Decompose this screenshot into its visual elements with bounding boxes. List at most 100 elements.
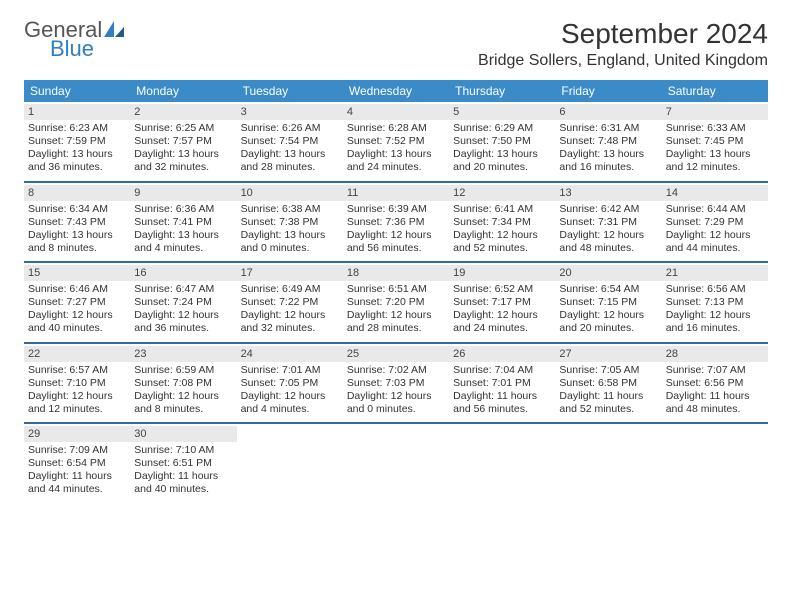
day-number: 16 <box>130 265 236 281</box>
day-sunset: Sunset: 6:51 PM <box>134 457 232 470</box>
day-sunrise: Sunrise: 6:57 AM <box>28 364 126 377</box>
day-sunrise: Sunrise: 6:34 AM <box>28 203 126 216</box>
day-number: 15 <box>24 265 130 281</box>
day-number: 29 <box>24 426 130 442</box>
day-sunset: Sunset: 7:22 PM <box>241 296 339 309</box>
day-sunset: Sunset: 7:57 PM <box>134 135 232 148</box>
day-daylight2: and 52 minutes. <box>559 403 657 416</box>
day-sunrise: Sunrise: 6:46 AM <box>28 283 126 296</box>
day-daylight1: Daylight: 12 hours <box>666 309 764 322</box>
day-daylight1: Daylight: 13 hours <box>453 148 551 161</box>
day-sunrise: Sunrise: 6:36 AM <box>134 203 232 216</box>
day-sunrise: Sunrise: 7:02 AM <box>347 364 445 377</box>
day-number: 20 <box>555 265 661 281</box>
day-daylight2: and 20 minutes. <box>453 161 551 174</box>
day-cell: 14Sunrise: 6:44 AMSunset: 7:29 PMDayligh… <box>662 183 768 262</box>
day-of-week-header: Thursday <box>449 80 555 102</box>
day-number: 25 <box>343 346 449 362</box>
day-daylight2: and 0 minutes. <box>241 242 339 255</box>
day-cell: 9Sunrise: 6:36 AMSunset: 7:41 PMDaylight… <box>130 183 236 262</box>
week-row: 22 Sunrise: 6:57 AMSunset: 7:10 PM Dayligh… <box>24 344 768 425</box>
day-cell: 20Sunrise: 6:54 AMSunset: 7:15 PMDayligh… <box>555 263 661 342</box>
empty-cell <box>662 424 768 503</box>
day-daylight2: and 44 minutes. <box>666 242 764 255</box>
day-number: 23 <box>130 346 236 362</box>
day-daylight1: Daylight: 12 hours <box>241 309 339 322</box>
day-cell: 18Sunrise: 6:51 AMSunset: 7:20 PMDayligh… <box>343 263 449 342</box>
day-number: 17 <box>237 265 343 281</box>
day-sunrise: Sunrise: 6:59 AM <box>134 364 232 377</box>
day-cell: 3Sunrise: 6:26 AMSunset: 7:54 PMDaylight… <box>237 102 343 181</box>
day-sunset: Sunset: 7:13 PM <box>666 296 764 309</box>
day-daylight2: and 36 minutes. <box>28 161 126 174</box>
day-daylight1: Daylight: 12 hours <box>453 309 551 322</box>
day-cell: 15Sunrise: 6:46 AMSunset: 7:27 PMDayligh… <box>24 263 130 342</box>
day-sunrise: Sunrise: 6:56 AM <box>666 283 764 296</box>
day-cell: 25Sunrise: 7:02 AMSunset: 7:03 PMDayligh… <box>343 344 449 423</box>
day-sunset: Sunset: 7:34 PM <box>453 216 551 229</box>
day-sunset: Sunset: 6:56 PM <box>666 377 764 390</box>
day-cell: 12Sunrise: 6:41 AMSunset: 7:34 PMDayligh… <box>449 183 555 262</box>
day-number: 4 <box>343 104 449 120</box>
day-cell: 21Sunrise: 6:56 AMSunset: 7:13 PMDayligh… <box>662 263 768 342</box>
day-cell: 22Sunrise: 6:57 AMSunset: 7:10 PMDayligh… <box>24 344 130 423</box>
day-daylight1: Daylight: 12 hours <box>134 309 232 322</box>
day-daylight2: and 24 minutes. <box>347 161 445 174</box>
day-daylight1: Daylight: 12 hours <box>559 229 657 242</box>
day-cell: 28Sunrise: 7:07 AMSunset: 6:56 PMDayligh… <box>662 344 768 423</box>
day-daylight2: and 56 minutes. <box>453 403 551 416</box>
logo-text: General Blue <box>24 18 124 60</box>
day-sunrise: Sunrise: 7:10 AM <box>134 444 232 457</box>
day-daylight1: Daylight: 11 hours <box>559 390 657 403</box>
day-of-week-header: Saturday <box>662 80 768 102</box>
header: General Blue September 2024 Bridge Solle… <box>24 18 768 70</box>
day-sunrise: Sunrise: 6:41 AM <box>453 203 551 216</box>
day-daylight2: and 32 minutes. <box>134 161 232 174</box>
empty-cell <box>343 424 449 503</box>
day-daylight2: and 48 minutes. <box>559 242 657 255</box>
day-sunset: Sunset: 7:59 PM <box>28 135 126 148</box>
day-number: 6 <box>555 104 661 120</box>
day-cell: 26Sunrise: 7:04 AMSunset: 7:01 PMDayligh… <box>449 344 555 423</box>
day-sunrise: Sunrise: 6:25 AM <box>134 122 232 135</box>
day-daylight2: and 4 minutes. <box>241 403 339 416</box>
day-sunrise: Sunrise: 7:07 AM <box>666 364 764 377</box>
day-cell: 7Sunrise: 6:33 AMSunset: 7:45 PMDaylight… <box>662 102 768 181</box>
day-daylight1: Daylight: 12 hours <box>347 309 445 322</box>
day-number: 22 <box>24 346 130 362</box>
day-sunrise: Sunrise: 6:44 AM <box>666 203 764 216</box>
day-number: 27 <box>555 346 661 362</box>
day-number: 30 <box>130 426 236 442</box>
day-daylight2: and 40 minutes. <box>134 483 232 496</box>
day-cell: 8Sunrise: 6:34 AMSunset: 7:43 PMDaylight… <box>24 183 130 262</box>
day-daylight2: and 40 minutes. <box>28 322 126 335</box>
day-sunrise: Sunrise: 6:54 AM <box>559 283 657 296</box>
day-daylight1: Daylight: 13 hours <box>559 148 657 161</box>
day-daylight2: and 48 minutes. <box>666 403 764 416</box>
day-daylight2: and 4 minutes. <box>134 242 232 255</box>
day-sunrise: Sunrise: 6:33 AM <box>666 122 764 135</box>
day-cell: 30Sunrise: 7:10 AMSunset: 6:51 PMDayligh… <box>130 424 236 503</box>
day-sunset: Sunset: 7:17 PM <box>453 296 551 309</box>
day-cell: 1Sunrise: 6:23 AMSunset: 7:59 PMDaylight… <box>24 102 130 181</box>
day-sunset: Sunset: 7:48 PM <box>559 135 657 148</box>
day-cell: 13Sunrise: 6:42 AMSunset: 7:31 PMDayligh… <box>555 183 661 262</box>
day-number: 24 <box>237 346 343 362</box>
day-sunset: Sunset: 7:43 PM <box>28 216 126 229</box>
empty-cell <box>555 424 661 503</box>
location: Bridge Sollers, England, United Kingdom <box>478 52 768 70</box>
day-sunset: Sunset: 7:45 PM <box>666 135 764 148</box>
day-sunset: Sunset: 7:08 PM <box>134 377 232 390</box>
day-sunset: Sunset: 7:38 PM <box>241 216 339 229</box>
day-number: 7 <box>662 104 768 120</box>
day-sunrise: Sunrise: 6:29 AM <box>453 122 551 135</box>
day-daylight1: Daylight: 12 hours <box>666 229 764 242</box>
day-number: 10 <box>237 185 343 201</box>
day-sunset: Sunset: 6:58 PM <box>559 377 657 390</box>
day-cell: 24Sunrise: 7:01 AMSunset: 7:05 PMDayligh… <box>237 344 343 423</box>
day-daylight1: Daylight: 11 hours <box>666 390 764 403</box>
day-sunset: Sunset: 7:10 PM <box>28 377 126 390</box>
logo-sail-icon <box>104 18 124 41</box>
day-number: 19 <box>449 265 555 281</box>
day-of-week-header: Monday <box>130 80 236 102</box>
